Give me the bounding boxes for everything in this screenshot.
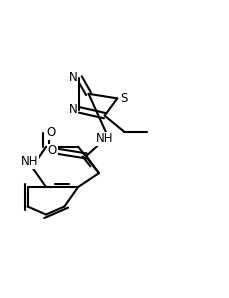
Text: NH: NH (95, 132, 113, 145)
Text: S: S (120, 92, 127, 105)
Text: O: O (46, 126, 55, 139)
Text: NH: NH (21, 155, 38, 168)
Text: N: N (68, 103, 77, 117)
Text: N: N (68, 71, 77, 84)
Text: O: O (48, 144, 57, 157)
